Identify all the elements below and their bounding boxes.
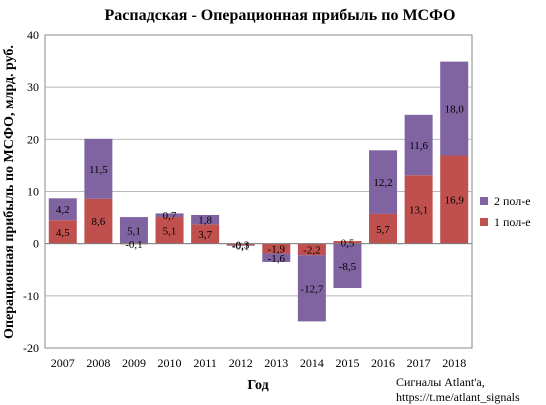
data-label: -8,5 xyxy=(339,261,357,273)
x-tick-label: 2008 xyxy=(86,356,110,370)
bar-h1-2012 xyxy=(226,243,255,246)
data-label: 0,7 xyxy=(163,210,177,222)
bar-h1-2011 xyxy=(191,224,220,244)
data-label: -2,2 xyxy=(303,244,320,256)
bar-h1-2018 xyxy=(440,155,469,244)
y-tick-label: -20 xyxy=(23,341,39,355)
x-ticks: 2007 2008 2009 2010 2011 2012 2013 2014 2015 2016… xyxy=(51,356,466,370)
bar-h2-2018 xyxy=(440,61,469,156)
legend: 2 пол-е 1 пол-е xyxy=(480,194,531,229)
bar-h2-2009 xyxy=(119,217,148,244)
y-tick-label: 30 xyxy=(27,80,39,94)
bar-h1-2010 xyxy=(155,217,184,244)
data-label: 11,5 xyxy=(89,164,108,176)
data-label: -0,3 xyxy=(232,239,250,251)
data-label: 4,5 xyxy=(56,227,70,239)
y-tick-label: -10 xyxy=(23,289,39,303)
bar-h2-2011 xyxy=(191,214,220,225)
bar-h2-2016 xyxy=(369,150,398,214)
x-tick-label: 2015 xyxy=(335,356,359,370)
y-tick-label: 40 xyxy=(27,28,39,42)
y-tick-label: 10 xyxy=(27,185,39,199)
legend-swatch xyxy=(480,218,488,226)
bar-h2-2010 xyxy=(155,213,184,218)
data-label: 4,2 xyxy=(56,204,70,216)
data-label: 16,9 xyxy=(445,195,465,207)
bar-h1-2015 xyxy=(333,241,362,244)
legend-label: 1 пол-е xyxy=(494,215,531,229)
x-tick-label: 2011 xyxy=(193,356,217,370)
legend-swatch xyxy=(480,197,488,205)
bar-h1-2016 xyxy=(369,213,398,244)
bar-h2-2013 xyxy=(262,253,291,262)
data-label: 5,7 xyxy=(376,224,390,236)
bar-h2-2017 xyxy=(404,114,433,176)
credit-line-1: Сигналы Atlant'a, xyxy=(396,375,485,389)
data-labels: 4,54,28,611,5-0,15,1 5,10,73,71,8-0,3-0,1… xyxy=(56,104,464,296)
legend-label: 2 пол-е xyxy=(494,194,531,208)
bar-h1-2013 xyxy=(262,243,291,254)
credit-line-2: https://t.me/atlant_signals xyxy=(396,390,520,404)
bar-h1-2017 xyxy=(404,175,433,244)
data-label: -1,6 xyxy=(268,253,286,265)
bar-h2-2015 xyxy=(333,243,362,289)
data-label: 1,8 xyxy=(198,215,212,227)
data-label: 0,5 xyxy=(341,237,355,249)
x-tick-label: 2018 xyxy=(442,356,466,370)
x-tick-label: 2007 xyxy=(51,356,75,370)
bar-h1-2007 xyxy=(48,220,77,244)
y-tick-label: 0 xyxy=(33,237,39,251)
x-tick-label: 2009 xyxy=(122,356,146,370)
y-axis-label: Операционная прибыль по МСФО, млрд. руб. xyxy=(2,45,17,339)
x-tick-label: 2013 xyxy=(264,356,288,370)
data-label: 18,0 xyxy=(445,104,465,116)
data-label: 13,1 xyxy=(409,204,428,216)
x-axis-label: Год xyxy=(247,378,268,393)
data-label: 8,6 xyxy=(92,216,106,228)
y-tick-label: 20 xyxy=(27,132,39,146)
bar-h1-2014 xyxy=(297,243,326,256)
data-label: 3,7 xyxy=(198,229,212,241)
bar-h1-2008 xyxy=(84,198,113,244)
bar-h2-2014 xyxy=(297,255,326,322)
x-tick-label: 2012 xyxy=(229,356,253,370)
x-tick-label: 2016 xyxy=(371,356,395,370)
chart-title: Распадская - Операционная прибыль по МСФ… xyxy=(105,7,456,24)
x-tick-label: 2010 xyxy=(158,356,182,370)
data-label: 12,2 xyxy=(373,177,392,189)
y-ticks: -20 -10 0 10 20 30 40 xyxy=(23,28,39,355)
data-label: -12,7 xyxy=(300,283,323,295)
data-label: -0,1 xyxy=(125,239,142,251)
data-label: 5,1 xyxy=(127,225,141,237)
bar-h2-2008 xyxy=(84,138,113,199)
x-tick-label: 2014 xyxy=(300,356,324,370)
data-label: -0,1 xyxy=(232,240,249,252)
bar-h2-2012 xyxy=(226,245,255,246)
data-label: 5,1 xyxy=(163,225,177,237)
bars xyxy=(45,61,472,322)
data-label: 11,6 xyxy=(409,140,428,152)
data-label: -1,9 xyxy=(268,244,286,256)
x-tick-label: 2017 xyxy=(407,356,431,370)
bar-h2-2007 xyxy=(48,198,77,221)
